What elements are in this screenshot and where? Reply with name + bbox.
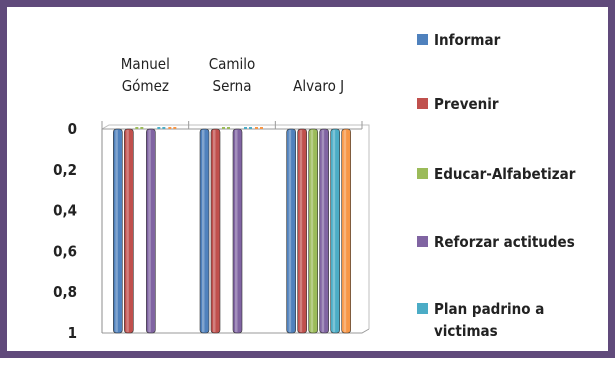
bar-highlight (202, 130, 205, 332)
plot-back-edge (101, 124, 370, 329)
legend-label: Plan padrino a (434, 300, 544, 318)
bar-body (232, 128, 243, 334)
plot-area (101, 121, 370, 334)
bar (319, 128, 329, 334)
bar (199, 128, 210, 334)
category-label: Manuel (121, 55, 170, 73)
bar (341, 128, 351, 334)
legend-item: Prevenir (417, 95, 499, 113)
category-label: Serna (213, 77, 252, 95)
y-tick-label: 0,6 (53, 242, 77, 260)
bar-highlight (115, 130, 118, 332)
bar (330, 128, 340, 334)
legend-label: Reforzar actitudes (434, 233, 575, 251)
bar-body (124, 128, 134, 334)
bar (113, 128, 123, 334)
legend-label: victimas (434, 322, 498, 340)
y-tick-label: 1 (68, 324, 77, 342)
bar (308, 128, 318, 334)
bar-highlight (310, 130, 314, 332)
legend-label: Informar (434, 31, 501, 49)
bar-body (341, 128, 351, 334)
legend-swatch (417, 98, 428, 109)
bar (124, 128, 134, 334)
bar-body (199, 128, 210, 334)
bar-body (319, 128, 329, 334)
legend-label: Educar-Alfabetizar (434, 165, 576, 183)
legend-item: Educar-Alfabetizar (417, 165, 576, 183)
bar-body (210, 128, 221, 334)
bar-highlight (126, 130, 129, 332)
category-label: Camilo (209, 55, 256, 73)
bar (210, 128, 221, 334)
bar-body (113, 128, 123, 334)
legend-item: Informar (417, 31, 501, 49)
bar (297, 128, 307, 334)
bar-body (308, 128, 318, 334)
bar-highlight (332, 130, 336, 332)
bar-body (297, 128, 307, 334)
bar-highlight (343, 130, 347, 332)
y-tick-label: 0 (68, 120, 77, 138)
legend-label: Prevenir (434, 95, 499, 113)
bar (146, 128, 156, 334)
y-tick-label: 0,2 (53, 161, 77, 179)
bar-highlight (299, 130, 303, 332)
bar (232, 128, 243, 334)
plot-floor-edge (102, 328, 370, 334)
bars-layer (113, 127, 351, 334)
bar-highlight (213, 130, 216, 332)
category-label: Gómez (122, 77, 169, 95)
bar-highlight (235, 130, 238, 332)
y-tick-label: 0,4 (53, 202, 77, 220)
legend: Informar Prevenir Educar-Alfabetizar Reforz… (417, 31, 576, 340)
category-labels: Manuel Gómez Camilo Serna Alvaro J (121, 55, 344, 95)
bar-body (146, 128, 156, 334)
bar-highlight (288, 130, 292, 332)
legend-item: Plan padrino a victimas (417, 300, 544, 340)
bar-highlight (321, 130, 325, 332)
bar-highlight (148, 130, 151, 332)
legend-item: Reforzar actitudes (417, 233, 575, 251)
bar-body (330, 128, 340, 334)
legend-swatch (417, 34, 428, 45)
legend-swatch (417, 236, 428, 247)
y-tick-label: 0,8 (53, 283, 77, 301)
legend-swatch (417, 303, 428, 314)
category-label: Alvaro J (293, 77, 344, 95)
y-axis: 0 0,2 0,4 0,6 0,8 1 (53, 120, 77, 342)
bar-chart: 0 0,2 0,4 0,6 0,8 1 Manuel Gómez Camilo Serna Alv… (53, 31, 576, 342)
bar (286, 128, 296, 334)
bar-body (286, 128, 296, 334)
legend-swatch (417, 168, 428, 179)
